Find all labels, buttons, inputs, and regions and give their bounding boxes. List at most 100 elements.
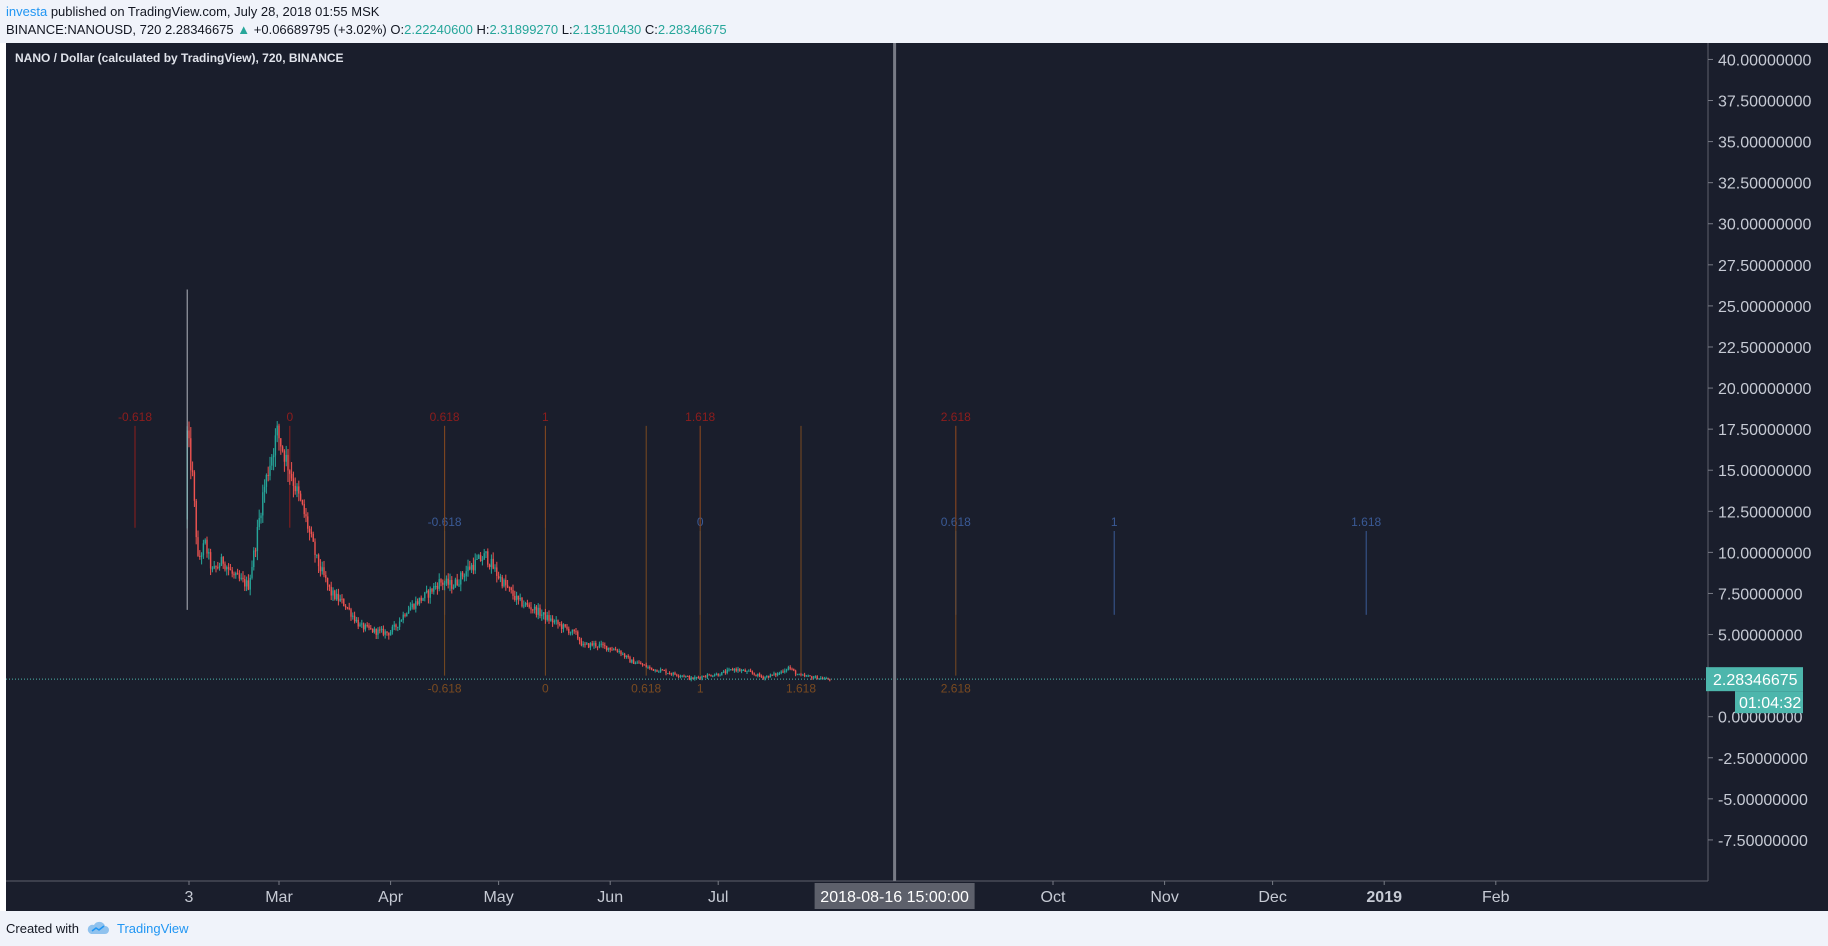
price-tick-label: 37.50000000 xyxy=(1718,94,1812,111)
candle-body xyxy=(539,607,541,616)
candle-body xyxy=(805,675,808,677)
candle-body xyxy=(330,586,332,596)
candle-body xyxy=(785,669,788,671)
candle-body xyxy=(427,590,430,598)
candle-body xyxy=(407,610,410,614)
candle-body xyxy=(568,628,570,634)
high-label: H: xyxy=(476,22,490,37)
fib-orange-label: -0.618 xyxy=(428,682,462,696)
time-tick-label: Mar xyxy=(265,889,293,906)
fib-red-label: 0.618 xyxy=(430,410,460,424)
candle-body xyxy=(458,584,460,586)
candle-body xyxy=(706,674,709,678)
candle-body xyxy=(517,595,520,600)
fib-red-label: 1 xyxy=(542,410,549,424)
candle-body xyxy=(335,593,338,600)
candle-body xyxy=(395,624,397,628)
candle-body xyxy=(685,675,687,677)
price-tick-label: 7.50000000 xyxy=(1718,586,1803,603)
candle-body xyxy=(541,614,543,616)
candle-body xyxy=(659,669,662,672)
candle-body xyxy=(454,579,457,588)
candle-body xyxy=(715,673,718,676)
tradingview-link[interactable]: TradingView xyxy=(117,921,189,936)
candle-body xyxy=(749,670,752,672)
candle-body xyxy=(422,598,424,601)
price-axis-ticks: 40.00000000 37.50000000 35.00000000 32.5000… xyxy=(1708,52,1812,850)
candle-body xyxy=(245,580,248,587)
candle-body xyxy=(578,638,581,642)
candle-body xyxy=(757,673,759,677)
candle-body xyxy=(681,675,683,677)
tradingview-cloud-icon[interactable] xyxy=(86,920,110,936)
chart-title: NANO / Dollar (calculated by TradingView… xyxy=(15,51,344,65)
candle-body xyxy=(575,631,577,633)
candle-body xyxy=(535,606,538,615)
candle-body xyxy=(530,607,532,610)
created-with-label: Created with xyxy=(6,921,79,936)
candle-body xyxy=(425,590,428,593)
candle-body xyxy=(623,653,626,657)
candle-body xyxy=(564,624,566,627)
candle-body xyxy=(546,615,548,620)
candle-body xyxy=(591,643,593,646)
price-tick-label: -7.50000000 xyxy=(1718,833,1808,850)
candle-body xyxy=(373,628,376,633)
candle-body xyxy=(582,643,584,646)
candle-body xyxy=(544,612,547,620)
candle-body xyxy=(287,454,289,471)
candle-body xyxy=(244,579,246,587)
candle-body xyxy=(409,607,412,611)
time-tick-label: Jun xyxy=(597,889,623,906)
high-value: 2.31899270 xyxy=(489,22,559,37)
time-tick-label: May xyxy=(483,889,513,906)
candle-body xyxy=(348,607,350,610)
candle-body xyxy=(514,595,516,600)
candle-body xyxy=(728,669,730,671)
candle-body xyxy=(431,588,433,592)
candle-body xyxy=(690,677,692,680)
candle-body xyxy=(703,676,705,678)
candle-body xyxy=(712,676,714,678)
candle-body xyxy=(670,673,673,675)
time-tick-label: Nov xyxy=(1150,889,1178,906)
candle-body xyxy=(650,667,653,669)
price-axis[interactable] xyxy=(1708,43,1828,911)
candle-body xyxy=(584,643,586,645)
candle-body xyxy=(598,644,601,647)
change-text: +0.06689795 (+3.02%) xyxy=(253,22,387,37)
fib-time-zones[interactable]: -0.618 0 0.618 1 1.618 2.618 -0.618 0 0.618 1 1.61… xyxy=(118,410,1382,696)
candle-body xyxy=(386,631,388,633)
chart-overlay: 2018-08-16 15:00:00 2.28346675 01:04:32 xyxy=(6,43,1803,909)
candle-body xyxy=(380,628,383,630)
candle-body xyxy=(618,650,620,652)
candle-body xyxy=(341,598,343,600)
candle-body xyxy=(580,641,583,646)
chart-pane[interactable] xyxy=(6,43,1708,881)
candle-body xyxy=(629,657,631,663)
chart-header: investa published on TradingView.com, Ju… xyxy=(0,0,1828,43)
candle-body xyxy=(258,518,260,528)
chart-footer: Created with TradingView xyxy=(0,911,1828,946)
candle-body xyxy=(613,649,615,651)
candle-body xyxy=(793,669,795,671)
candle-body xyxy=(559,624,561,626)
price-chart[interactable]: 40.0000000037.5000000035.0000000032.5000… xyxy=(0,43,1828,911)
last-price-badge-label: 2.28346675 xyxy=(1713,672,1798,689)
candle-body xyxy=(515,595,518,600)
candle-body xyxy=(668,673,671,675)
chart-area[interactable]: 40.00000000 37.50000000 35.00000000 32.5000… xyxy=(0,43,1828,911)
candle-body xyxy=(375,628,377,635)
close-label: C: xyxy=(644,22,658,37)
candle-body xyxy=(274,435,277,456)
candle-body xyxy=(280,438,282,447)
candle-body xyxy=(710,674,712,677)
candle-body xyxy=(632,659,635,664)
candle-body xyxy=(494,567,496,569)
candle-body xyxy=(611,649,613,651)
candle-body xyxy=(447,578,449,585)
author-link[interactable]: investa xyxy=(6,4,48,19)
candle-body xyxy=(460,572,462,585)
candle-body xyxy=(474,559,476,571)
candle-body xyxy=(301,499,304,505)
